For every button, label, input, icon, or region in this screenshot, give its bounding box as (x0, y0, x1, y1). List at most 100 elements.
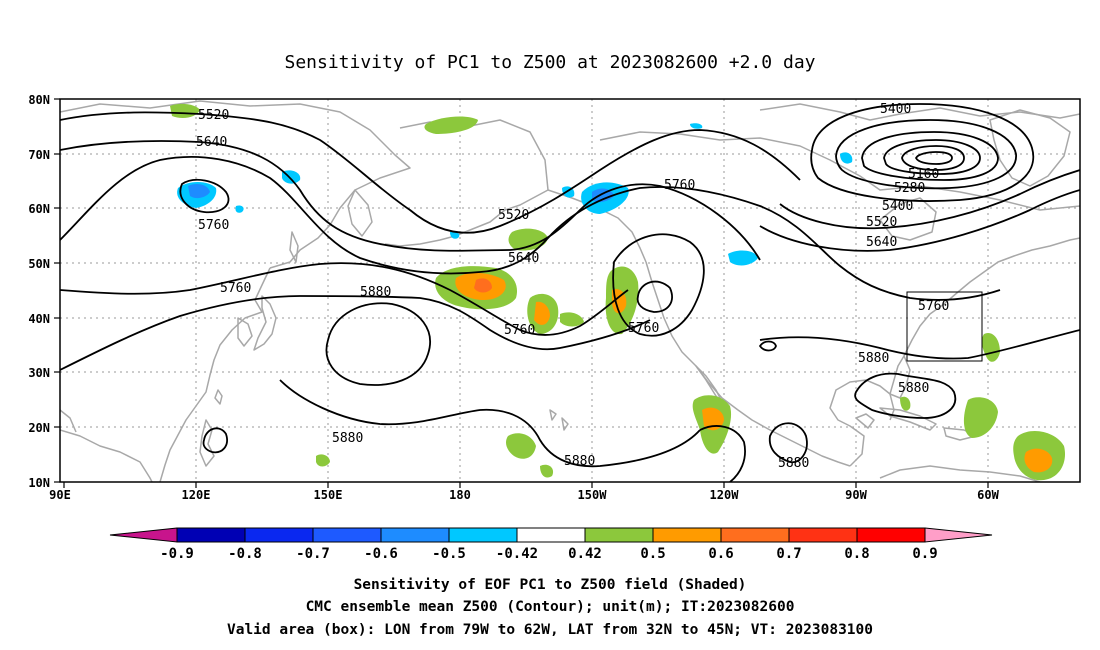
colorbar-label: 0.9 (912, 546, 937, 562)
figure-title: Sensitivity of PC1 to Z500 at 2023082600… (284, 52, 815, 73)
shade-negative-small-1 (450, 231, 460, 239)
colorbar-label: 0.42 (568, 546, 602, 562)
colorbar-label: -0.8 (228, 546, 262, 562)
latitude-labels: 80N 70N 60N 50N 40N 30N 20N 10N (28, 93, 50, 490)
contour-5880-atlantic (854, 372, 957, 419)
shade-positive-caribbean-core (1024, 448, 1053, 473)
contour-label: 5400 (880, 102, 911, 117)
caption-line-1: Sensitivity of EOF PC1 to Z500 field (Sh… (354, 577, 747, 593)
contour-label: 5880 (898, 381, 929, 396)
shade-positive-pacific-patch (560, 312, 584, 327)
contour-greenland-outer-1 (779, 169, 1080, 230)
contour-5880-pacific-right (699, 425, 746, 482)
lon-label: 180 (449, 488, 471, 502)
contour-5520-west (60, 111, 801, 234)
colorbar-bin (788, 527, 858, 543)
contour-label: 5760 (918, 299, 949, 314)
contour-greenland-low-3 (861, 131, 999, 181)
contour-greenland-low-4 (883, 139, 981, 175)
lon-label: 90W (845, 488, 867, 502)
contour-nw-pacific-high (325, 302, 431, 386)
axis-ticks (54, 98, 989, 488)
colorbar-label: 0.7 (776, 546, 801, 562)
lat-label: 30N (28, 366, 50, 380)
coast-hispaniola (943, 427, 977, 441)
shade-positive-subtropics-core (702, 407, 724, 431)
colorbar-bin (652, 527, 722, 543)
coast-indochina (60, 429, 153, 482)
colorbar-label: -0.42 (496, 546, 538, 562)
shade-positive-arctic (424, 116, 478, 134)
colorbar-bin (856, 527, 926, 543)
contour-5640-west (60, 140, 761, 261)
lat-label: 70N (28, 148, 50, 162)
contour-label: 5760 (504, 323, 535, 338)
contour-label: 5640 (508, 251, 539, 266)
colorbar-bin (244, 527, 314, 543)
colorbar-label: -0.9 (160, 546, 194, 562)
contour-label: 5760 (198, 218, 229, 233)
caption: Sensitivity of EOF PC1 to Z500 field (Sh… (227, 577, 873, 638)
lon-label: 60W (977, 488, 999, 502)
shade-negative-siberia-core (188, 184, 210, 199)
contour-label: 5160 (908, 167, 939, 182)
valid-area-box (906, 291, 983, 362)
lat-label: 10N (28, 476, 50, 490)
shade-positive-pacific-south (540, 464, 554, 478)
lon-label: 150W (578, 488, 608, 502)
contour-5880-low (60, 295, 651, 371)
contour-labels: 5520 5640 5760 5760 5880 5520 5640 5760 … (196, 102, 949, 471)
lat-label: 60N (28, 202, 50, 216)
shade-positive-atlantic (963, 397, 998, 438)
shade-positive-gulf (900, 396, 911, 411)
caption-line-3: Valid area (box): LON from 79W to 62W, L… (227, 622, 873, 638)
contour-greenland-low-1 (810, 103, 1035, 202)
coast-cuba (879, 407, 937, 431)
sensitivity-shading (170, 103, 1066, 481)
contour-label: 5880 (778, 456, 809, 471)
coast-siberia-arctic (60, 100, 411, 269)
coast-yucatan (855, 413, 875, 429)
colorbar-bin (312, 527, 382, 543)
coast-na-east (903, 237, 1080, 357)
coast-asia-east (159, 267, 271, 482)
coast-greenland (989, 109, 1071, 187)
contour-greenland-outer-2 (759, 189, 1080, 252)
lon-label: 150E (314, 488, 343, 502)
contour-5760-north (60, 156, 1001, 301)
contour-label: 5880 (360, 285, 391, 300)
colorbar-bin (380, 527, 450, 543)
lat-label: 50N (28, 257, 50, 271)
colorbar-bin (176, 527, 246, 543)
contour-5880-hawaii (768, 422, 808, 464)
contour-5760-siberia-low (179, 178, 230, 214)
caption-line-2: CMC ensemble mean Z500 (Contour); unit(m… (306, 599, 795, 615)
contour-label: 5760 (628, 321, 659, 336)
lon-label: 120E (182, 488, 211, 502)
coast-japan (253, 295, 277, 351)
colorbar-bin (448, 527, 518, 543)
contour-label: 5400 (882, 199, 913, 214)
coast-korea (237, 317, 253, 347)
lat-label: 40N (28, 312, 50, 326)
colorbar-bin (584, 527, 654, 543)
colorbar-under-triangle (109, 527, 178, 543)
contour-greenland-low-2 (835, 119, 1017, 190)
coast-india (60, 409, 77, 433)
shade-positive-alaska (508, 228, 548, 251)
coast-philippines (199, 419, 215, 467)
lat-label: 80N (28, 93, 50, 107)
coast-kamchatka (347, 189, 373, 237)
shade-positive-east-pacific (506, 433, 536, 459)
coast-taiwan (214, 389, 223, 405)
coast-hawaii (549, 409, 569, 431)
colorbar-label: -0.7 (296, 546, 330, 562)
colorbar-label: -0.6 (364, 546, 398, 562)
lat-label: 20N (28, 421, 50, 435)
longitude-labels: 90E 120E 150E 180 150W 120W 90W 60W (49, 488, 999, 502)
coast-na-west (645, 261, 851, 467)
contour-label: 5520 (198, 108, 229, 123)
colorbar-label: -0.5 (432, 546, 466, 562)
map-frame (59, 98, 1081, 483)
